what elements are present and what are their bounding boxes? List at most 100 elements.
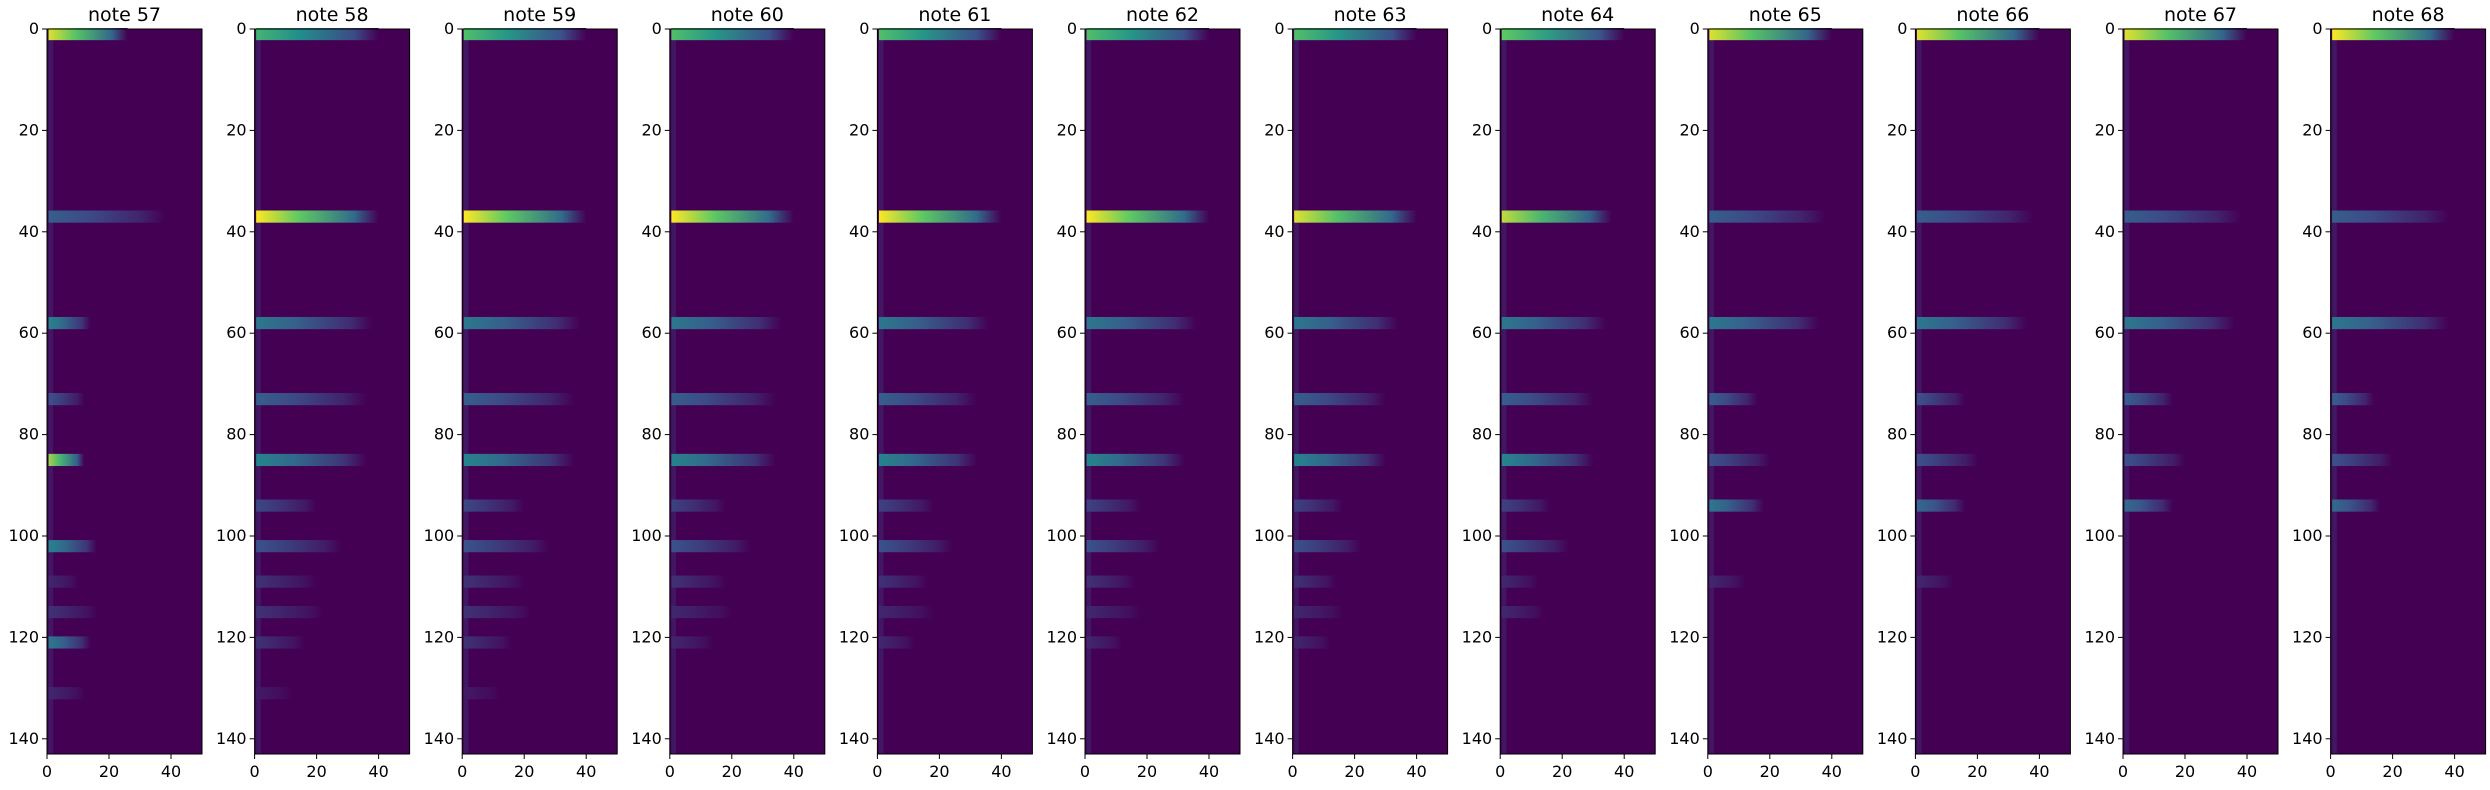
harmonic-band	[1709, 210, 1826, 223]
harmonic-band	[1501, 453, 1594, 467]
harmonic-band	[1501, 605, 1544, 619]
harmonic-band	[1294, 575, 1336, 588]
y-tick-label: 140	[424, 729, 455, 748]
harmonic-band	[1086, 316, 1197, 330]
x-tick-label: 40	[1614, 762, 1634, 781]
y-tick-label: 20	[849, 120, 869, 139]
harmonic-band	[671, 499, 726, 512]
harmonic-band	[1709, 393, 1758, 406]
y-tick-label: 20	[1472, 120, 1492, 139]
x-tick-label: 40	[1822, 762, 1842, 781]
harmonic-band	[2332, 393, 2374, 406]
y-tick-label: 120	[1254, 627, 1285, 646]
harmonic-band	[463, 540, 549, 553]
y-tick-label: 60	[226, 323, 246, 342]
harmonic-band	[1294, 393, 1386, 406]
y-tick-label: 20	[1057, 120, 1077, 139]
harmonic-band	[1501, 316, 1606, 330]
y-tick-label: 0	[1897, 19, 1907, 38]
y-tick-label: 20	[1887, 120, 1907, 139]
y-tick-label: 140	[2084, 729, 2115, 748]
harmonic-band	[1086, 605, 1141, 619]
y-tick-label: 40	[1264, 222, 1284, 241]
harmonic-band	[671, 27, 794, 41]
axes-frame	[876, 28, 1033, 755]
harmonic-band	[878, 605, 934, 619]
x-tick-label: 20	[1967, 762, 1987, 781]
axes-frame	[2330, 28, 2487, 755]
harmonic-band	[1086, 210, 1209, 223]
onset-column	[256, 29, 261, 754]
heatmap-background	[1707, 29, 1863, 754]
harmonic-band	[1501, 393, 1594, 406]
heatmap-background	[2330, 29, 2486, 754]
y-tick-label: 0	[2105, 19, 2115, 38]
x-tick-label: 0	[2118, 762, 2128, 781]
harmonic-band	[671, 210, 794, 223]
axes-frame	[1499, 28, 1656, 755]
y-tick-label: 20	[2095, 120, 2115, 139]
heatmap-background	[669, 29, 825, 754]
harmonic-band	[2332, 499, 2381, 512]
harmonic-band	[878, 316, 989, 330]
axes-frame	[1707, 28, 1864, 755]
onset-column	[1501, 29, 1507, 754]
y-tick-label: 120	[1877, 627, 1908, 646]
harmonic-band	[48, 210, 165, 223]
onset-column	[48, 29, 54, 754]
harmonic-band	[2124, 27, 2247, 41]
panel-title: note 62	[1126, 4, 1199, 26]
harmonic-band	[878, 540, 952, 553]
x-tick-label: 20	[1760, 762, 1780, 781]
y-tick-label: 60	[2302, 323, 2322, 342]
y-tick-label: 120	[1046, 627, 1077, 646]
y-tick-label: 60	[1264, 323, 1284, 342]
panel-title: note 66	[1956, 4, 2029, 26]
harmonic-band	[1294, 540, 1361, 553]
harmonic-band	[1086, 453, 1185, 467]
x-tick-label: 40	[784, 762, 804, 781]
axes-frame	[46, 28, 203, 755]
y-tick-label: 60	[849, 323, 869, 342]
y-tick-label: 0	[1067, 19, 1077, 38]
harmonic-band	[463, 575, 525, 588]
x-tick-label: 0	[250, 762, 260, 781]
harmonic-band	[1501, 27, 1625, 41]
x-tick-label: 40	[1406, 762, 1426, 781]
x-tick-label: 0	[665, 762, 675, 781]
harmonic-band	[1916, 453, 1978, 467]
y-tick-label: 80	[2302, 425, 2322, 444]
harmonic-band	[671, 636, 714, 649]
y-tick-label: 40	[641, 222, 661, 241]
y-tick-label: 100	[1877, 526, 1908, 545]
y-tick-label: 60	[434, 323, 454, 342]
harmonic-band	[2124, 453, 2185, 467]
y-tick-label: 140	[1046, 729, 1077, 748]
axes-frame	[1292, 28, 1449, 755]
harmonic-band	[1916, 316, 2027, 330]
panel-title: note 65	[1749, 4, 1822, 26]
y-tick-label: 60	[1057, 323, 1077, 342]
harmonic-band	[48, 540, 97, 553]
harmonic-band	[256, 453, 367, 467]
y-tick-label: 40	[2095, 222, 2115, 241]
x-tick-label: 40	[576, 762, 596, 781]
x-tick-label: 20	[306, 762, 326, 781]
y-tick-label: 140	[1669, 729, 1700, 748]
harmonic-band	[671, 540, 751, 553]
axes-frame	[1084, 28, 1241, 755]
harmonic-band	[463, 27, 587, 41]
harmonic-band	[256, 605, 323, 619]
y-tick-label: 140	[631, 729, 662, 748]
y-tick-label: 100	[8, 526, 39, 545]
y-tick-label: 120	[839, 627, 870, 646]
x-tick-label: 20	[1137, 762, 1157, 781]
y-tick-label: 140	[216, 729, 247, 748]
y-tick-label: 60	[1472, 323, 1492, 342]
harmonic-band	[878, 27, 1002, 41]
